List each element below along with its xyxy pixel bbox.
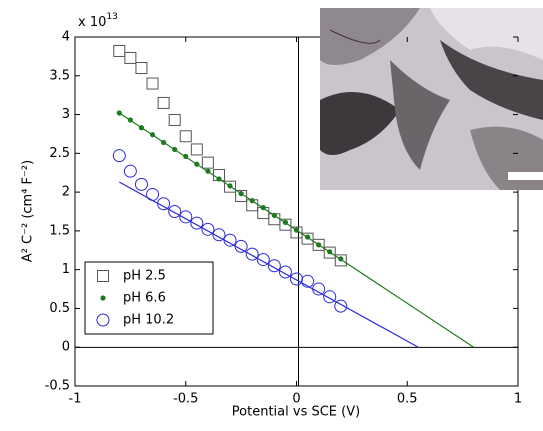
circle-point bbox=[212, 228, 226, 242]
circle-point bbox=[201, 222, 215, 236]
square-point bbox=[113, 44, 126, 57]
fit-line bbox=[119, 181, 419, 348]
circle-point bbox=[134, 177, 148, 191]
circle-point bbox=[256, 253, 270, 267]
x-tick-label: 1 bbox=[514, 392, 522, 407]
y-axis-label: A² C⁻² (cm⁴ F⁻²) bbox=[21, 160, 36, 262]
x-tick-label: 0.5 bbox=[397, 392, 418, 407]
x-axis-label: Potential vs SCE (V) bbox=[232, 405, 360, 420]
x-tick-label: 0 bbox=[292, 392, 300, 407]
dot-point bbox=[100, 295, 106, 301]
legend-label: pH 10.2 bbox=[123, 313, 174, 328]
y-tick-label: -0.5 bbox=[45, 379, 70, 394]
y-tick-label: 3.5 bbox=[49, 68, 70, 83]
legend-label: pH 6.6 bbox=[123, 291, 166, 306]
y-tick-label: 0.5 bbox=[49, 301, 70, 316]
y-multiplier: x 1013 bbox=[78, 12, 118, 30]
square-point bbox=[201, 156, 214, 169]
circle-point bbox=[123, 164, 137, 178]
y-tick-label: 2 bbox=[62, 185, 70, 200]
y-tick-label: 4 bbox=[62, 30, 70, 45]
circle-point bbox=[278, 265, 292, 279]
legend-label: pH 2.5 bbox=[123, 269, 166, 284]
y-tick-label: 1 bbox=[62, 262, 70, 277]
circle-point bbox=[179, 210, 193, 224]
circle-point bbox=[267, 259, 281, 273]
square-point bbox=[301, 232, 314, 245]
x-tick-label: -0.5 bbox=[173, 392, 198, 407]
y-tick-label: 2.5 bbox=[49, 146, 70, 161]
square-point bbox=[157, 96, 170, 109]
square-point bbox=[323, 246, 336, 259]
square-point bbox=[179, 130, 192, 143]
circle-point bbox=[334, 299, 348, 313]
square-point bbox=[190, 143, 203, 156]
square-point bbox=[97, 270, 109, 282]
square-point bbox=[124, 51, 137, 64]
inset-image bbox=[320, 8, 543, 190]
fit-line bbox=[118, 112, 475, 348]
x-tick-label: -1 bbox=[69, 392, 82, 407]
square-point bbox=[146, 77, 159, 90]
circle-point bbox=[245, 247, 259, 261]
y-tick-label: 3 bbox=[62, 107, 70, 122]
square-point bbox=[290, 226, 303, 239]
square-point bbox=[135, 62, 148, 75]
legend: pH 2.5 pH 6.6 pH 10.2 bbox=[84, 261, 214, 335]
square-point bbox=[279, 218, 292, 231]
y-tick-label: 0 bbox=[62, 340, 70, 355]
square-point bbox=[224, 180, 237, 193]
circle-point bbox=[301, 274, 315, 288]
circle-point bbox=[190, 216, 204, 230]
circle-point bbox=[168, 205, 182, 218]
square-point bbox=[235, 189, 248, 202]
square-point bbox=[312, 238, 325, 251]
square-point bbox=[334, 254, 347, 267]
circle-point bbox=[112, 149, 126, 163]
circle-point bbox=[323, 290, 337, 304]
circle-point bbox=[96, 313, 110, 327]
square-point bbox=[168, 113, 181, 126]
y-tick-label: 1.5 bbox=[49, 223, 70, 238]
